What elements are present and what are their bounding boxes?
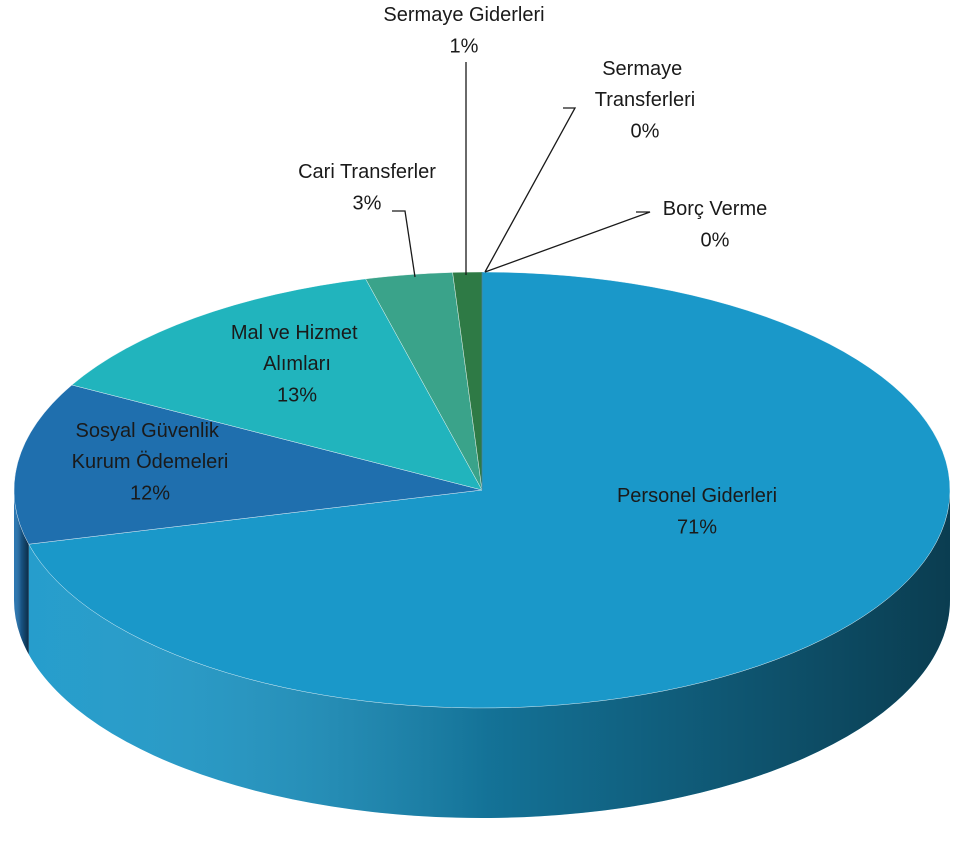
leader-line (392, 210, 416, 278)
slice (13, 384, 483, 545)
value-label: 1% (450, 35, 479, 57)
label-line: Personel Giderleri (617, 485, 777, 507)
labels: Personel Giderleri 71% Sosyal Güvenlik Kur… (72, 4, 777, 538)
slice (28, 271, 951, 709)
label-line: Mal ve Hizmet (231, 322, 363, 344)
label-line: Sermaye (602, 58, 688, 80)
label-line: Kurum Ödemeleri (72, 451, 229, 473)
category-label: Borç Verme (663, 198, 767, 220)
slice-side-shade (14, 490, 29, 655)
pie-tops (13, 271, 951, 709)
value-label: 71% (677, 516, 717, 538)
category-label: Mal ve Hizmet Alımları (231, 322, 363, 375)
slice-side-shade (28, 490, 951, 819)
category-label: Personel Giderleri (617, 485, 777, 507)
leader-line (484, 211, 651, 273)
slice (71, 278, 483, 491)
value-label: 13% (277, 384, 317, 406)
category-label: Sermaye Giderleri (383, 4, 544, 26)
label-line: Transferleri (595, 89, 695, 111)
label-line: Cari Transferler (298, 161, 436, 183)
value-label: 0% (701, 229, 730, 251)
value-label: 12% (130, 482, 170, 504)
label-line: Sosyal Güvenlik (76, 420, 225, 442)
category-label: Cari Transferler (298, 161, 436, 183)
label-line: Sermaye Giderleri (383, 4, 544, 26)
pie-sides (14, 490, 951, 819)
label-line: Alımları (263, 353, 331, 375)
category-label: Sermaye Transferleri (595, 58, 695, 111)
label-line: Borç Verme (663, 198, 767, 220)
leader-line (484, 107, 577, 273)
value-label: 3% (353, 192, 382, 214)
category-label: Sosyal Güvenlik Kurum Ödemeleri (72, 420, 229, 473)
value-label: 0% (631, 120, 660, 142)
